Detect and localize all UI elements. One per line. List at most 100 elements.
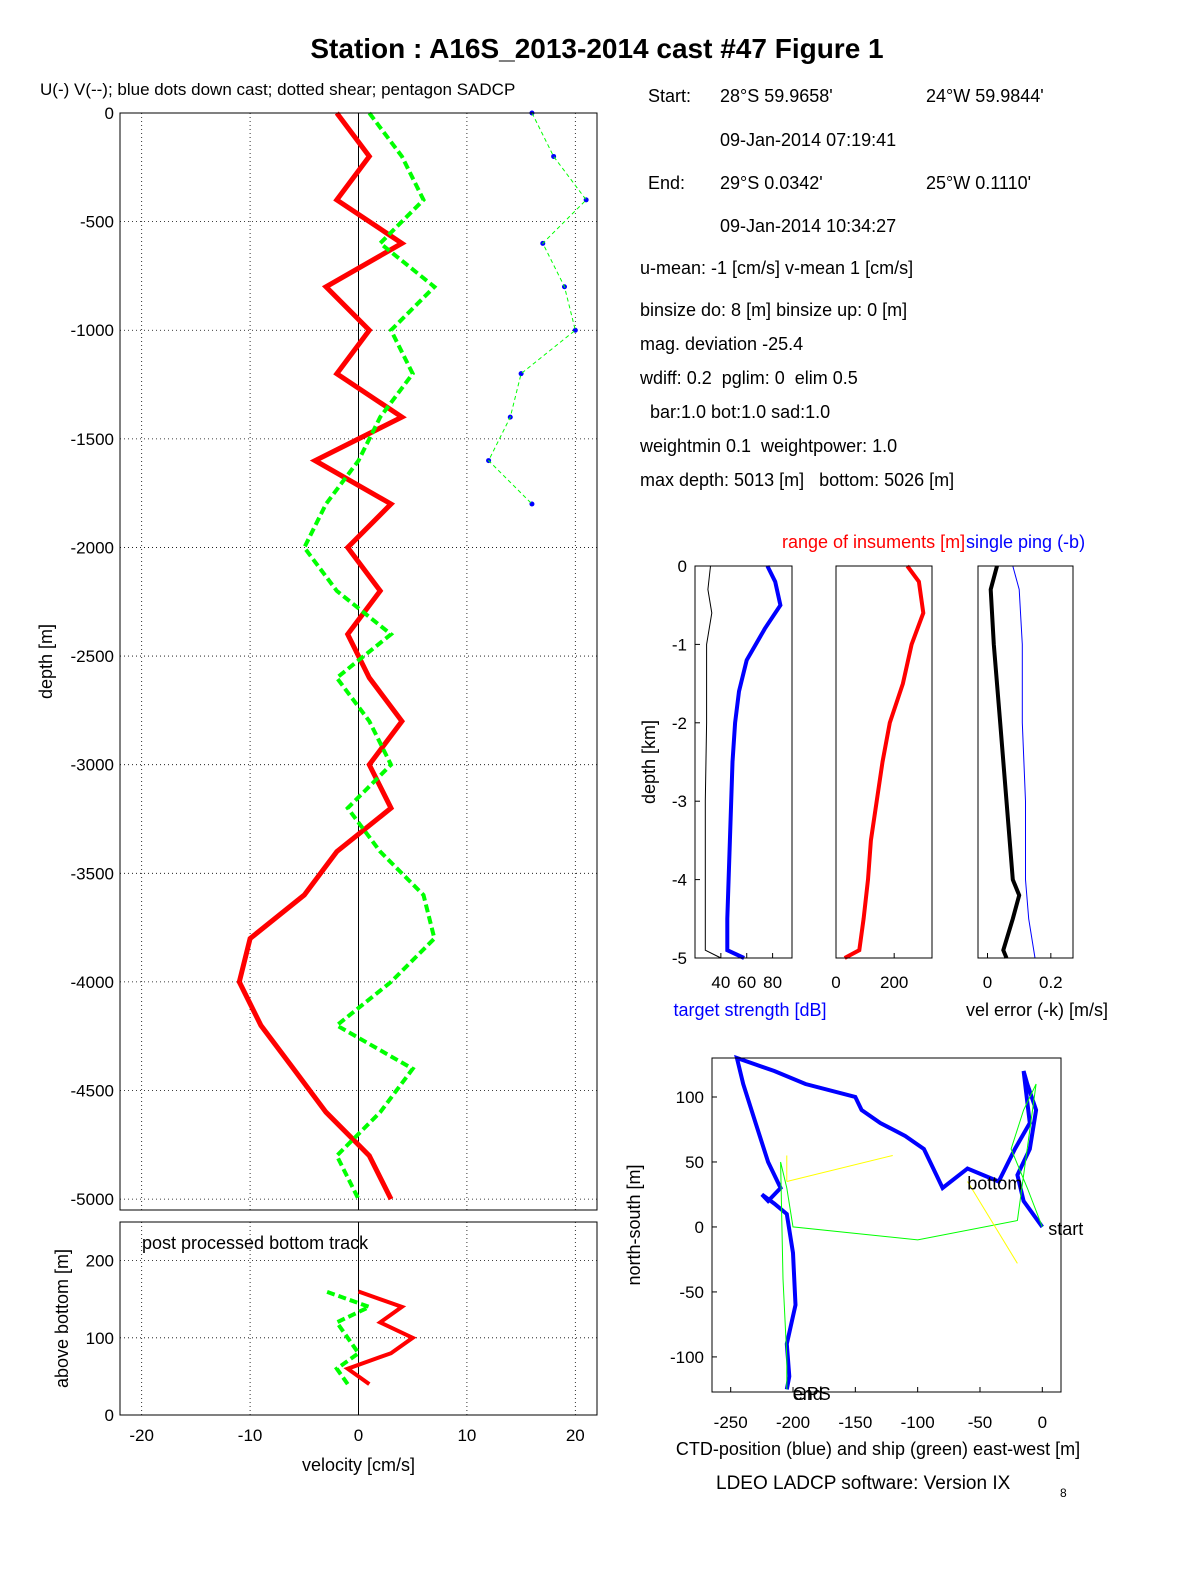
pos-annotation-bottom: bottom (967, 1173, 1022, 1193)
bt-ytick-label: 0 (105, 1406, 114, 1425)
bt-xtick-label: -10 (238, 1426, 263, 1445)
v-ylabel: depth [m] (36, 624, 56, 699)
figure-title: Station : A16S_2013-2014 cast #47 Figure… (310, 33, 883, 64)
u-series-line (236, 111, 407, 1201)
end-lat: 29°S 0.0342' (720, 173, 823, 193)
ri-xtick-label: 200 (880, 973, 908, 992)
ts-ytick-label: -1 (672, 635, 687, 654)
bt-xtick-label: 10 (457, 1426, 476, 1445)
sadcp-line (487, 112, 587, 505)
ship-track (780, 1083, 1043, 1390)
ts-series-1 (704, 565, 722, 959)
v-ytick-label: -4500 (71, 1082, 114, 1101)
pos-xtick-label: -250 (714, 1413, 748, 1432)
binsize: binsize do: 8 [m] binsize up: 0 [m] (640, 300, 907, 320)
pos-annotation-end: end (793, 1384, 823, 1404)
pos-xtick-label: -100 (901, 1413, 935, 1432)
v-ytick-label: -2500 (71, 647, 114, 666)
ts-ytick-label: -3 (672, 792, 687, 811)
pos-ytick-label: 0 (695, 1218, 704, 1237)
v-ytick-label: -500 (80, 213, 114, 232)
end-label: End: (648, 173, 685, 193)
start-lon: 24°W 59.9844' (926, 86, 1044, 106)
bt-ylabel: above bottom [m] (52, 1249, 72, 1388)
v-ytick-label: -2000 (71, 538, 114, 557)
ri-panel-frame (835, 565, 933, 959)
ve-panel-frame (977, 565, 1074, 959)
pos-ytick-label: -50 (679, 1283, 704, 1302)
start-lat: 28°S 59.9658' (720, 86, 833, 106)
pos-xtick-label: 0 (1038, 1413, 1047, 1432)
ts-ylabel: depth [km] (639, 720, 659, 804)
v-ytick-label: -1500 (71, 430, 114, 449)
pos-xtick-label: -200 (776, 1413, 810, 1432)
ve-xtick-label: 0.2 (1039, 973, 1063, 992)
end-lon: 25°W 0.1110' (926, 173, 1031, 193)
u-mean: u-mean: -1 [cm/s] v-mean 1 [cm/s] (640, 258, 913, 278)
ts-ytick-label: -2 (672, 714, 687, 733)
ctd-track (734, 1054, 1044, 1390)
ts-panel-frame (694, 565, 793, 959)
v-series-line (301, 111, 438, 1200)
ts-xtick-label: 60 (737, 973, 756, 992)
v-ytick-label: 0 (105, 104, 114, 123)
ts-ytick-label: -4 (672, 871, 687, 890)
bt-title: post processed bottom track (142, 1233, 369, 1253)
wdiff: wdiff: 0.2 pglim: 0 elim 0.5 (639, 368, 858, 388)
velocity-panel-frame (119, 112, 598, 1211)
ts-xtick-label: 40 (711, 973, 730, 992)
start-time: 09-Jan-2014 07:19:41 (720, 130, 896, 150)
pos-xlabel: CTD-position (blue) and ship (green) eas… (676, 1439, 1080, 1459)
pos-annotation-start: start (1048, 1219, 1083, 1239)
pos-xtick-label: -150 (838, 1413, 872, 1432)
footer-sub: 8 (1060, 1486, 1067, 1500)
ve-title: single ping (-b) (966, 532, 1085, 552)
mag-deviation: mag. deviation -25.4 (640, 334, 803, 354)
bt-u-line (343, 1289, 417, 1386)
bottom-track-panel-frame (119, 1221, 598, 1416)
bt-xtick-label: 0 (354, 1426, 363, 1445)
bt-xtick-label: 20 (566, 1426, 585, 1445)
bt-ytick-label: 100 (86, 1329, 114, 1348)
bt-ytick-label: 200 (86, 1252, 114, 1271)
end-time: 09-Jan-2014 10:34:27 (720, 216, 896, 236)
bt-xtick-label: -20 (129, 1426, 154, 1445)
ts-ytick-label: -5 (672, 949, 687, 968)
ship-ctd-connector (967, 1181, 1018, 1264)
panel1-title: U(-) V(--); blue dots down cast; dotted … (40, 80, 515, 99)
ship-ctd-connector (786, 1154, 893, 1182)
plots-layer: 0-500-1000-1500-2000-2500-3000-3500-4000… (36, 104, 1108, 1475)
v-ytick-label: -3000 (71, 756, 114, 775)
v-ytick-label: -5000 (71, 1190, 114, 1209)
v-ytick-label: -3500 (71, 864, 114, 883)
ts-xlabel: target strength [dB] (673, 1000, 826, 1020)
info-panel: Start: 28°S 59.9658' 24°W 59.9844' 09-Ja… (639, 86, 1044, 490)
start-label: Start: (648, 86, 691, 106)
ts-xtick-label: 80 (763, 973, 782, 992)
ri-title: range of insuments [m] (782, 532, 965, 552)
bar-params: bar:1.0 bot:1.0 sad:1.0 (640, 402, 830, 422)
ri-xtick-label: 0 (831, 973, 840, 992)
pos-annotation-gps: GPS (793, 1384, 831, 1404)
pos-ylabel: north-south [m] (624, 1164, 644, 1285)
ve-xtick-label: 0 (983, 973, 992, 992)
pos-ytick-label: 50 (685, 1153, 704, 1172)
pos-ytick-label: 100 (676, 1088, 704, 1107)
max-depth: max depth: 5013 [m] bottom: 5026 [m] (640, 470, 954, 490)
weight-params: weightmin 0.1 weightpower: 1.0 (639, 436, 897, 456)
ve-series-1 (1012, 565, 1036, 959)
ve-series-0 (988, 565, 1022, 959)
pos-xtick-label: -50 (968, 1413, 993, 1432)
ve-xlabel: vel error (-k) [m/s] (966, 1000, 1108, 1020)
footer-main: LDEO LADCP software: Version IX (716, 1473, 1011, 1494)
ri-series-0 (843, 564, 926, 960)
pos-ytick-label: -100 (670, 1348, 704, 1367)
bt-xlabel: velocity [cm/s] (302, 1455, 415, 1475)
ts-ytick-label: 0 (678, 557, 687, 576)
ts-series-0 (725, 565, 783, 960)
v-ytick-label: -4000 (71, 973, 114, 992)
v-ytick-label: -1000 (71, 321, 114, 340)
bt-v-line (325, 1289, 375, 1386)
position-panel-frame (711, 1057, 1062, 1393)
